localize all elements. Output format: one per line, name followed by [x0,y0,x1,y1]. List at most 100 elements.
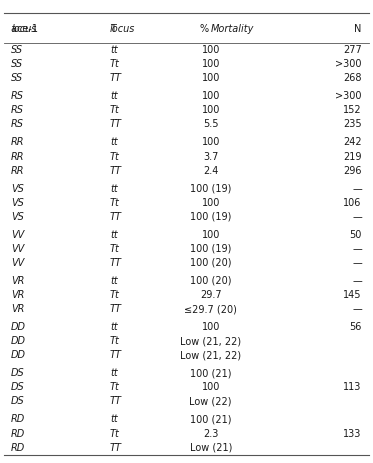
Text: tt: tt [110,91,118,101]
Text: 29.7: 29.7 [200,290,222,300]
Text: TT: TT [110,166,122,175]
Text: Tt: Tt [110,290,120,300]
Text: 106: 106 [344,198,362,208]
Text: TT: TT [110,119,122,130]
Text: Tt: Tt [110,382,120,392]
Text: TT: TT [110,443,122,453]
Text: DS: DS [11,396,25,407]
Text: tt: tt [110,138,118,147]
Text: DD: DD [11,350,26,360]
Text: 2.4: 2.4 [203,166,219,175]
Text: 100 (19): 100 (19) [190,244,231,254]
Text: 100: 100 [201,59,220,69]
Text: RR: RR [11,166,25,175]
Text: RS: RS [11,106,24,115]
Text: 5.5: 5.5 [203,119,219,130]
Text: ≤29.7 (20): ≤29.7 (20) [184,304,237,314]
Text: 100 (19): 100 (19) [190,212,231,222]
Text: T: T [110,24,119,34]
Text: 100: 100 [201,138,220,147]
Text: 100: 100 [201,230,220,240]
Text: >300: >300 [335,91,362,101]
Text: 100: 100 [201,106,220,115]
Text: —: — [352,304,362,314]
Text: 100: 100 [201,322,220,332]
Text: DD: DD [11,322,26,332]
Text: tt: tt [110,230,118,240]
Text: 296: 296 [343,166,362,175]
Text: VS: VS [11,198,24,208]
Text: Tt: Tt [110,151,120,162]
Text: 152: 152 [343,106,362,115]
Text: 100 (20): 100 (20) [190,276,232,286]
Text: 242: 242 [343,138,362,147]
Text: RD: RD [11,429,25,438]
Text: TT: TT [110,350,122,360]
Text: Mortality: Mortality [211,24,254,34]
Text: Tt: Tt [110,336,120,346]
Text: 277: 277 [343,45,362,55]
Text: VS: VS [11,184,24,194]
Text: 100: 100 [201,73,220,83]
Text: 56: 56 [350,322,362,332]
Text: TT: TT [110,304,122,314]
Text: —: — [352,276,362,286]
Text: RD: RD [11,414,25,425]
Text: tt: tt [110,45,118,55]
Text: 100: 100 [201,45,220,55]
Text: Tt: Tt [110,198,120,208]
Text: tt: tt [110,368,118,378]
Text: locus: locus [110,24,135,34]
Text: SS: SS [11,59,23,69]
Text: %: % [200,24,213,34]
Text: Low (22): Low (22) [189,396,232,407]
Text: RD: RD [11,443,25,453]
Text: RS: RS [11,119,24,130]
Text: Tt: Tt [110,59,120,69]
Text: DS: DS [11,368,25,378]
Text: VV: VV [11,230,25,240]
Text: TT: TT [110,258,122,268]
Text: SS: SS [11,73,23,83]
Text: 2.3: 2.3 [203,429,219,438]
Text: —: — [352,184,362,194]
Text: tt: tt [110,184,118,194]
Text: Tt: Tt [110,429,120,438]
Text: 100: 100 [201,91,220,101]
Text: VV: VV [11,258,25,268]
Text: Low (21, 22): Low (21, 22) [180,336,241,346]
Text: 219: 219 [343,151,362,162]
Text: 100 (20): 100 (20) [190,258,232,268]
Text: TT: TT [110,73,122,83]
Text: 50: 50 [350,230,362,240]
Text: DD: DD [11,336,26,346]
Text: RR: RR [11,138,25,147]
Text: —: — [352,212,362,222]
Text: 3.7: 3.7 [203,151,219,162]
Text: >300: >300 [335,59,362,69]
Text: DS: DS [11,382,25,392]
Text: N: N [354,24,362,34]
Text: 113: 113 [344,382,362,392]
Text: —: — [352,244,362,254]
Text: tt: tt [110,414,118,425]
Text: Low (21, 22): Low (21, 22) [180,350,241,360]
Text: —: — [352,258,362,268]
Text: TT: TT [110,396,122,407]
Text: SS: SS [11,45,23,55]
Text: 133: 133 [344,429,362,438]
Text: 100: 100 [201,198,220,208]
Text: 100: 100 [201,382,220,392]
Text: locus: locus [11,24,37,34]
Text: VS: VS [11,212,24,222]
Text: ace-1: ace-1 [11,24,41,34]
Text: VR: VR [11,290,25,300]
Text: RS: RS [11,91,24,101]
Text: 100 (21): 100 (21) [190,368,232,378]
Text: Tt: Tt [110,106,120,115]
Text: VR: VR [11,276,25,286]
Text: 145: 145 [343,290,362,300]
Text: VR: VR [11,304,25,314]
Text: RR: RR [11,151,25,162]
Text: 268: 268 [343,73,362,83]
